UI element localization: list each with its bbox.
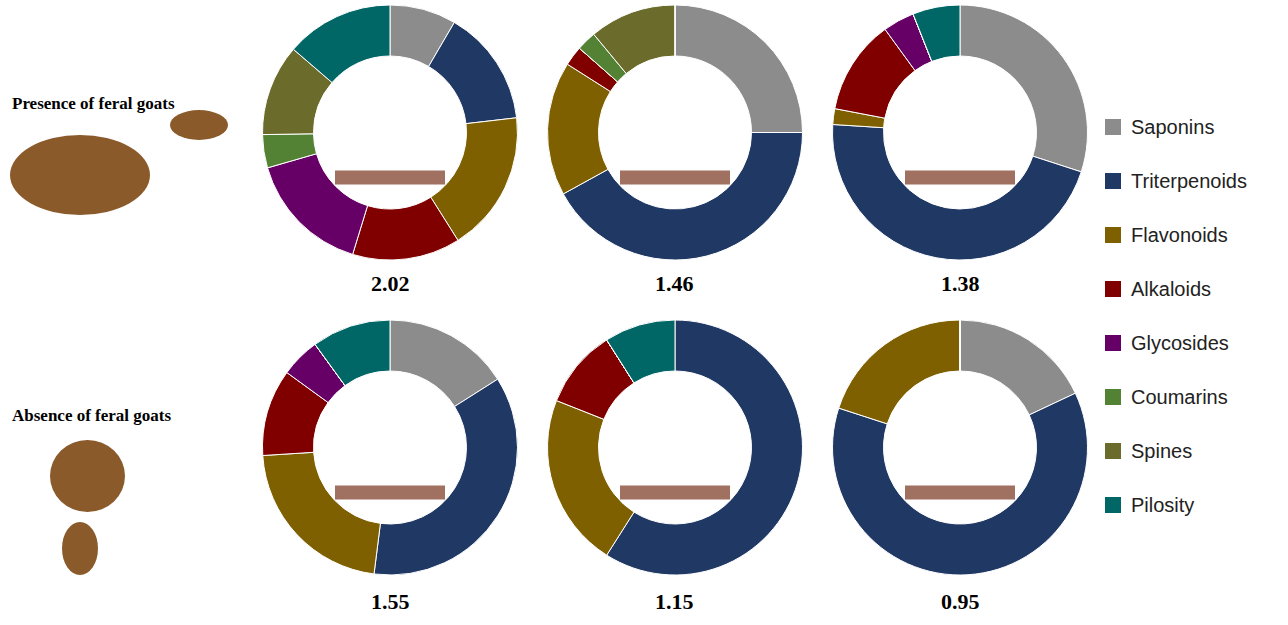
html-text:Spines: Spines xyxy=(1131,439,1193,462)
svg-text:Absence of feral goats: Absence of feral goats xyxy=(12,406,171,425)
svg-text:1.55: 1.55 xyxy=(371,589,410,614)
svg-text:1.46: 1.46 xyxy=(655,271,694,296)
svg-text:0.95: 0.95 xyxy=(941,589,980,614)
svg-text:1.38: 1.38 xyxy=(941,271,980,296)
html-text:Alkaloids: Alkaloids xyxy=(1131,277,1211,300)
html-text:Glycosides: Glycosides xyxy=(1131,331,1229,354)
html-text:Saponins: Saponins xyxy=(1131,115,1215,138)
html-text:Triterpenoids: Triterpenoids xyxy=(1131,169,1247,192)
html-text:Coumarins: Coumarins xyxy=(1131,385,1228,408)
html-text:Pilosity: Pilosity xyxy=(1131,493,1195,516)
svg-text:2.02: 2.02 xyxy=(371,271,410,296)
svg-text:1.15: 1.15 xyxy=(655,589,694,614)
svg-text:Presence of feral goats: Presence of feral goats xyxy=(12,94,175,113)
html-text:Flavonoids: Flavonoids xyxy=(1131,223,1228,246)
